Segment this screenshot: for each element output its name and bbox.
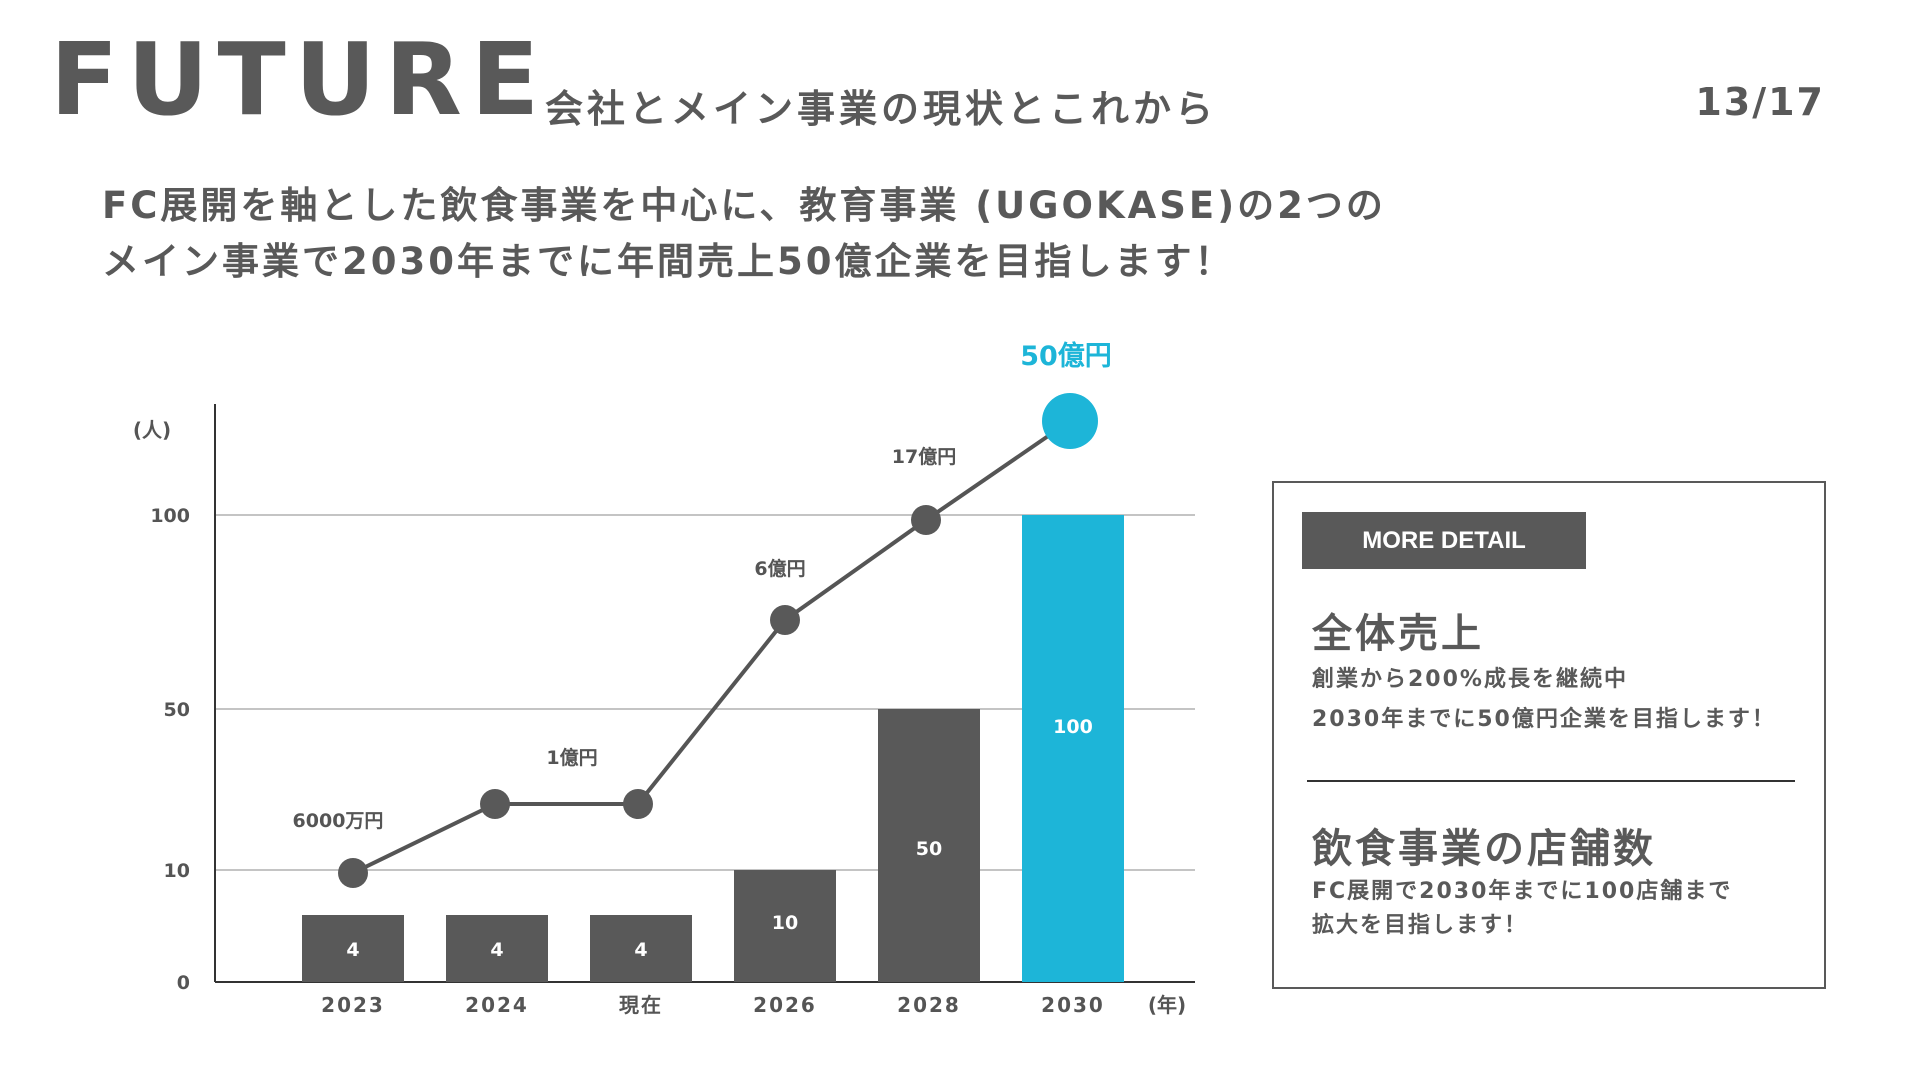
bar — [734, 870, 836, 982]
revenue-point-label: 17億円 — [892, 445, 956, 468]
stores-title: 飲食事業の店舗数 — [1312, 826, 1656, 872]
y-tick-label: 10 — [164, 860, 190, 882]
x-tick-label: 2028 — [897, 993, 961, 1017]
revenue-marker — [770, 605, 800, 635]
page-title: FUTURE — [50, 21, 549, 138]
bar — [446, 915, 548, 982]
y-axis-label: (人) — [133, 418, 171, 442]
revenue-line — [352, 419, 1072, 875]
section-divider — [1307, 780, 1795, 782]
revenue-marker — [480, 789, 510, 819]
bar — [1022, 515, 1124, 982]
revenue-marker — [911, 505, 941, 535]
stores-line-1: FC展開で2030年までに100店舗まで — [1312, 879, 1733, 904]
stores-line-2: 拡大を目指します！ — [1312, 913, 1529, 938]
bar — [302, 915, 404, 982]
x-tick-label: 2026 — [753, 993, 817, 1017]
x-tick-label: 2023 — [321, 993, 385, 1017]
x-tick-label: 2030 — [1041, 993, 1105, 1017]
bar — [590, 915, 692, 982]
page-subtitle: 会社とメイン事業の現状とこれから — [545, 87, 1218, 131]
y-tick-label: 0 — [177, 972, 190, 994]
y-tick-label: 50 — [164, 699, 190, 721]
x-axis-label: (年) — [1148, 993, 1186, 1017]
lead-line-2: メイン事業で2030年までに年間売上50億企業を目指します！ — [102, 240, 1235, 283]
lead-line-1: FC展開を軸とした飲食事業を中心に、教育事業 (UGOKASE)の2つの — [102, 184, 1386, 227]
sales-line-2: 2030年までに50億円企業を目指します！ — [1312, 707, 1776, 732]
bar-value-label: 4 — [346, 939, 359, 961]
sales-title: 全体売上 — [1312, 611, 1484, 657]
more-detail-panel: MORE DETAIL 全体売上 創業から200%成長を継続中 2030年までに… — [1272, 481, 1826, 989]
lead-text: FC展開を軸とした飲食事業を中心に、教育事業 (UGOKASE)の2つの メイン… — [102, 178, 1386, 290]
revenue-marker — [623, 789, 653, 819]
revenue-marker-highlight — [1042, 393, 1098, 449]
x-tick-label: 2024 — [465, 993, 529, 1017]
revenue-marker — [338, 858, 368, 888]
bar — [878, 709, 980, 982]
revenue-point-label: 1億円 — [546, 746, 597, 769]
x-tick-label: 現在 — [619, 993, 663, 1017]
more-detail-tag: MORE DETAIL — [1302, 512, 1586, 569]
bar-value-label: 4 — [490, 939, 503, 961]
page-number: 13/17 — [1695, 80, 1825, 124]
sales-line-1: 創業から200%成長を継続中 — [1312, 667, 1628, 692]
revenue-point-label: 6000万円 — [293, 810, 384, 832]
revenue-point-label: 6億円 — [754, 557, 805, 580]
sales-description: 創業から200%成長を継続中 2030年までに50億円企業を目指します！ — [1312, 660, 1776, 740]
bar-value-label: 4 — [634, 939, 647, 961]
bar-value-label: 50 — [916, 838, 942, 860]
stores-description: FC展開で2030年までに100店舗まで 拡大を目指します！ — [1312, 875, 1732, 943]
bar-value-label: 100 — [1053, 716, 1093, 738]
bar-value-label: 10 — [772, 912, 798, 934]
y-tick-label: 100 — [150, 505, 190, 527]
revenue-point-label: 50億円 — [1020, 341, 1112, 372]
